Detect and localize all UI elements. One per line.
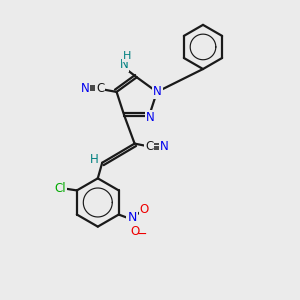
- Text: C: C: [96, 82, 104, 94]
- Text: N: N: [120, 58, 128, 71]
- Text: −: −: [137, 227, 147, 241]
- Text: N: N: [81, 82, 89, 94]
- Text: N: N: [146, 111, 155, 124]
- Text: O: O: [131, 225, 140, 238]
- Text: N: N: [153, 85, 162, 98]
- Text: N: N: [160, 140, 168, 153]
- Text: Cl: Cl: [55, 182, 67, 195]
- Text: N: N: [127, 211, 136, 224]
- Text: C: C: [145, 140, 153, 153]
- Text: O: O: [140, 203, 149, 216]
- Text: H: H: [90, 153, 98, 166]
- Text: H: H: [123, 51, 131, 61]
